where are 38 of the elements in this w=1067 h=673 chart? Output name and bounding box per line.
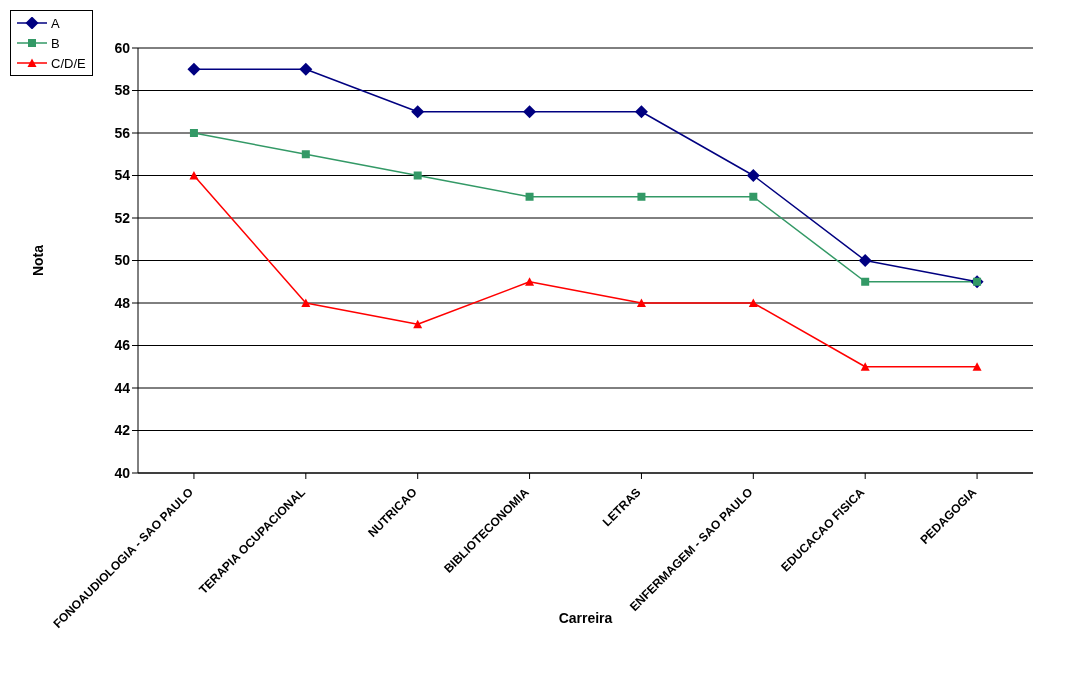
- point: [413, 171, 422, 180]
- y-axis-title: Nota: [29, 244, 46, 277]
- point: [634, 105, 648, 119]
- y-tick-label: 56: [114, 124, 131, 141]
- legend-label: A: [51, 15, 60, 31]
- point: [301, 298, 311, 307]
- point: [861, 277, 870, 286]
- y-tick-label: 46: [114, 337, 131, 354]
- point: [858, 254, 872, 267]
- legend-label: B: [51, 35, 60, 51]
- point: [636, 298, 646, 307]
- point: [301, 150, 310, 159]
- y-tick-label: 44: [114, 379, 131, 396]
- y-tick-label: 40: [114, 464, 131, 481]
- point: [525, 277, 535, 286]
- point: [748, 298, 758, 307]
- x-axis-title: Carreira: [558, 610, 613, 626]
- legend-label: C/D/E: [51, 55, 86, 71]
- y-tick-label: 48: [114, 294, 131, 311]
- y-tick-label: 42: [114, 422, 131, 439]
- point: [749, 192, 758, 201]
- y-tick-label: 58: [114, 82, 131, 99]
- point: [299, 62, 313, 76]
- point: [746, 169, 760, 182]
- y-tick-label: 52: [114, 209, 131, 226]
- point: [637, 192, 646, 201]
- point: [189, 171, 199, 180]
- point: [413, 319, 423, 329]
- y-tick-label: 50: [114, 252, 131, 269]
- point: [525, 192, 534, 201]
- y-tick-label: 60: [114, 39, 131, 56]
- point: [189, 129, 198, 137]
- point: [972, 362, 982, 371]
- point: [411, 105, 425, 119]
- y-tick-label: 54: [114, 167, 131, 184]
- point: [187, 62, 201, 76]
- point: [860, 362, 870, 371]
- point: [523, 105, 537, 119]
